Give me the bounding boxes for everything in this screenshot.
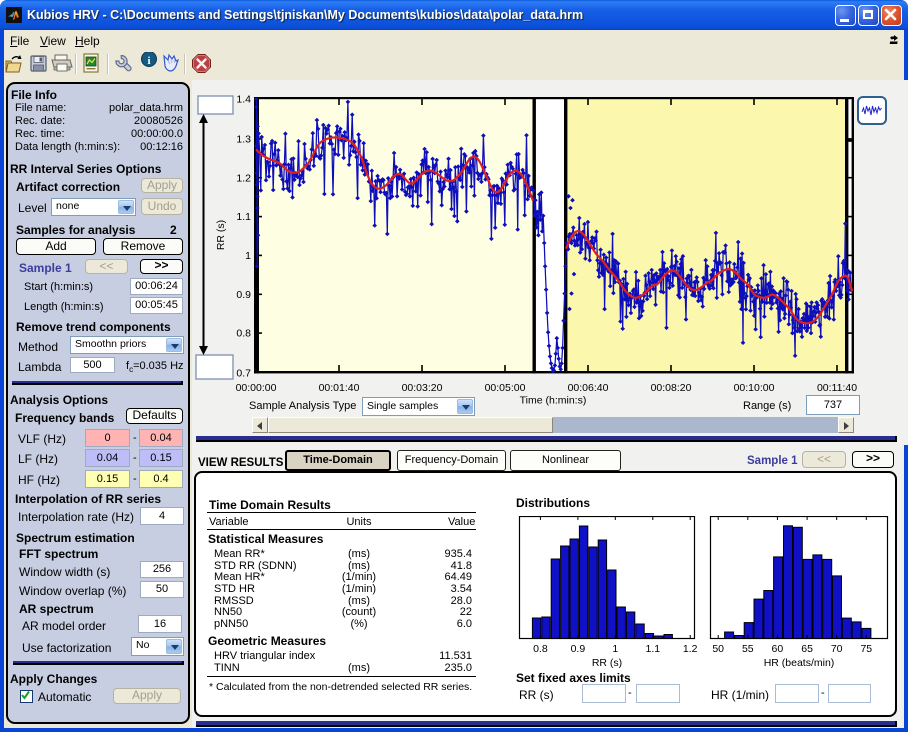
svg-text:1.2: 1.2 xyxy=(236,172,251,184)
svg-text:0.8: 0.8 xyxy=(533,643,548,655)
svg-text:75: 75 xyxy=(860,643,872,655)
svg-text:1.1: 1.1 xyxy=(236,211,251,223)
svg-text:55: 55 xyxy=(742,643,754,655)
svg-text:0.7: 0.7 xyxy=(236,368,251,380)
svg-text:00:03:20: 00:03:20 xyxy=(402,382,443,394)
svg-text:65: 65 xyxy=(801,643,813,655)
svg-text:1.3: 1.3 xyxy=(236,134,251,146)
svg-text:00:11:40: 00:11:40 xyxy=(817,382,857,394)
svg-text:1: 1 xyxy=(612,643,618,655)
svg-text:00:00:00: 00:00:00 xyxy=(236,382,277,394)
svg-text:00:01:40: 00:01:40 xyxy=(319,382,360,394)
svg-text:0.9: 0.9 xyxy=(236,289,251,301)
svg-text:0.9: 0.9 xyxy=(571,643,586,655)
svg-text:HR (beats/min): HR (beats/min) xyxy=(764,657,835,669)
svg-text:60: 60 xyxy=(772,643,784,655)
svg-text:1.4: 1.4 xyxy=(236,94,251,106)
svg-text:70: 70 xyxy=(831,643,843,655)
svg-text:1: 1 xyxy=(245,250,251,262)
svg-text:RR (s): RR (s) xyxy=(215,220,227,250)
svg-text:00:06:40: 00:06:40 xyxy=(568,382,609,394)
svg-text:00:08:20: 00:08:20 xyxy=(651,382,692,394)
svg-text:i: i xyxy=(147,55,150,67)
svg-text:RR (s): RR (s) xyxy=(592,657,622,669)
svg-text:00:05:00: 00:05:00 xyxy=(485,382,526,394)
svg-text:0.8: 0.8 xyxy=(236,328,251,340)
svg-text:Time (h:min:s): Time (h:min:s) xyxy=(520,395,587,407)
svg-text:50: 50 xyxy=(712,643,724,655)
svg-text:1.2: 1.2 xyxy=(683,643,698,655)
svg-text:00:10:00: 00:10:00 xyxy=(734,382,775,394)
svg-text:1.1: 1.1 xyxy=(645,643,660,655)
